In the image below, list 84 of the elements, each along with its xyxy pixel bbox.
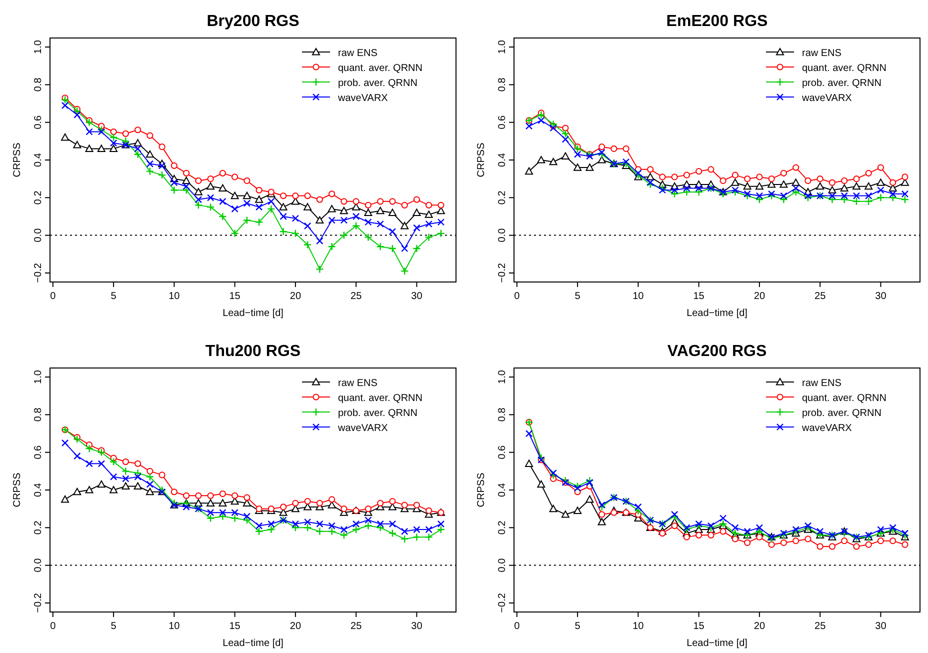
x-tick-label: 10 [632,621,644,632]
y-tick-label: −0.2 [33,262,44,283]
legend-label: raw ENS [802,48,842,59]
x-tick-label: 15 [693,291,705,302]
legend-label: raw ENS [802,378,842,389]
x-axis-title: Lead−time [d] [222,638,284,649]
y-tick-label: 0.0 [497,228,508,242]
y-tick-label: 0.0 [497,558,508,572]
y-tick-label: 0.0 [33,558,44,572]
y-tick-label: 0.2 [497,190,508,205]
y-tick-label: 0.4 [497,152,508,167]
legend-label: quant. aver. QRNN [338,63,422,74]
y-tick-label: −0.2 [33,592,44,613]
legend-label: quant. aver. QRNN [802,393,886,404]
legend-label: prob. aver. QRNN [802,408,882,419]
chart-title: VAG200 RGS [667,343,767,360]
legend-label: prob. aver. QRNN [802,78,882,89]
x-tick-label: 30 [411,621,423,632]
x-tick-label: 15 [229,291,241,302]
y-tick-label: 0.2 [497,520,508,535]
x-tick-label: 25 [814,621,826,632]
x-tick-label: 20 [290,291,302,302]
y-axis-title: CRPSS [12,472,23,508]
y-tick-label: 1.0 [33,370,44,384]
x-tick-label: 5 [110,291,117,302]
y-axis-title: CRPSS [476,472,487,508]
x-tick-label: 0 [514,621,520,632]
legend-label: quant. aver. QRNN [802,63,886,74]
y-tick-label: 0.0 [33,228,44,242]
x-tick-label: 30 [411,291,423,302]
legend-label: prob. aver. QRNN [338,78,418,89]
y-tick-label: 0.8 [33,407,44,422]
legend-label: waveVARX [337,423,388,434]
x-axis-title: Lead−time [d] [686,308,748,319]
y-tick-label: 0.8 [497,407,508,422]
y-tick-label: 0.4 [33,152,44,167]
legend-label: waveVARX [801,423,852,434]
x-tick-label: 15 [693,621,705,632]
x-tick-label: 0 [514,291,520,302]
chart-title: Thu200 RGS [205,343,301,360]
x-tick-label: 5 [110,621,117,632]
legend-label: quant. aver. QRNN [338,393,422,404]
y-tick-label: 0.6 [497,444,508,460]
x-tick-label: 15 [229,621,241,632]
x-tick-label: 5 [574,621,581,632]
x-tick-label: 0 [50,291,56,302]
x-tick-label: 10 [168,621,180,632]
y-tick-label: −0.2 [497,262,508,283]
x-tick-label: 25 [814,291,826,302]
x-tick-label: 30 [875,291,887,302]
x-axis-title: Lead−time [d] [222,308,284,319]
legend-label: waveVARX [801,93,852,104]
x-tick-label: 10 [632,291,644,302]
x-tick-label: 25 [350,621,362,632]
y-tick-label: 0.4 [497,482,508,497]
y-axis-title: CRPSS [12,142,23,178]
legend-label: raw ENS [338,48,378,59]
y-tick-label: 0.8 [33,77,44,92]
y-tick-label: 1.0 [497,40,508,54]
legend-label: raw ENS [338,378,378,389]
y-tick-label: −0.2 [497,592,508,613]
x-tick-label: 0 [50,621,56,632]
x-axis-title: Lead−time [d] [686,638,748,649]
y-tick-label: 1.0 [33,40,44,54]
x-tick-label: 10 [168,291,180,302]
y-tick-label: 0.8 [497,77,508,92]
chart-title: EmE200 RGS [666,13,768,30]
x-tick-label: 20 [754,291,766,302]
y-tick-label: 0.2 [33,190,44,205]
y-axis-title: CRPSS [476,142,487,178]
legend-label: prob. aver. QRNN [338,408,418,419]
x-tick-label: 25 [350,291,362,302]
y-tick-label: 0.2 [33,520,44,535]
legend-label: waveVARX [337,93,388,104]
x-tick-label: 5 [574,291,581,302]
y-tick-label: 0.6 [33,114,44,130]
x-tick-label: 20 [754,621,766,632]
y-tick-label: 0.6 [497,114,508,130]
y-tick-label: 0.6 [33,444,44,460]
chart-title: Bry200 RGS [206,13,300,30]
y-tick-label: 0.4 [33,482,44,497]
x-tick-label: 20 [290,621,302,632]
x-tick-label: 30 [875,621,887,632]
y-tick-label: 1.0 [497,370,508,384]
